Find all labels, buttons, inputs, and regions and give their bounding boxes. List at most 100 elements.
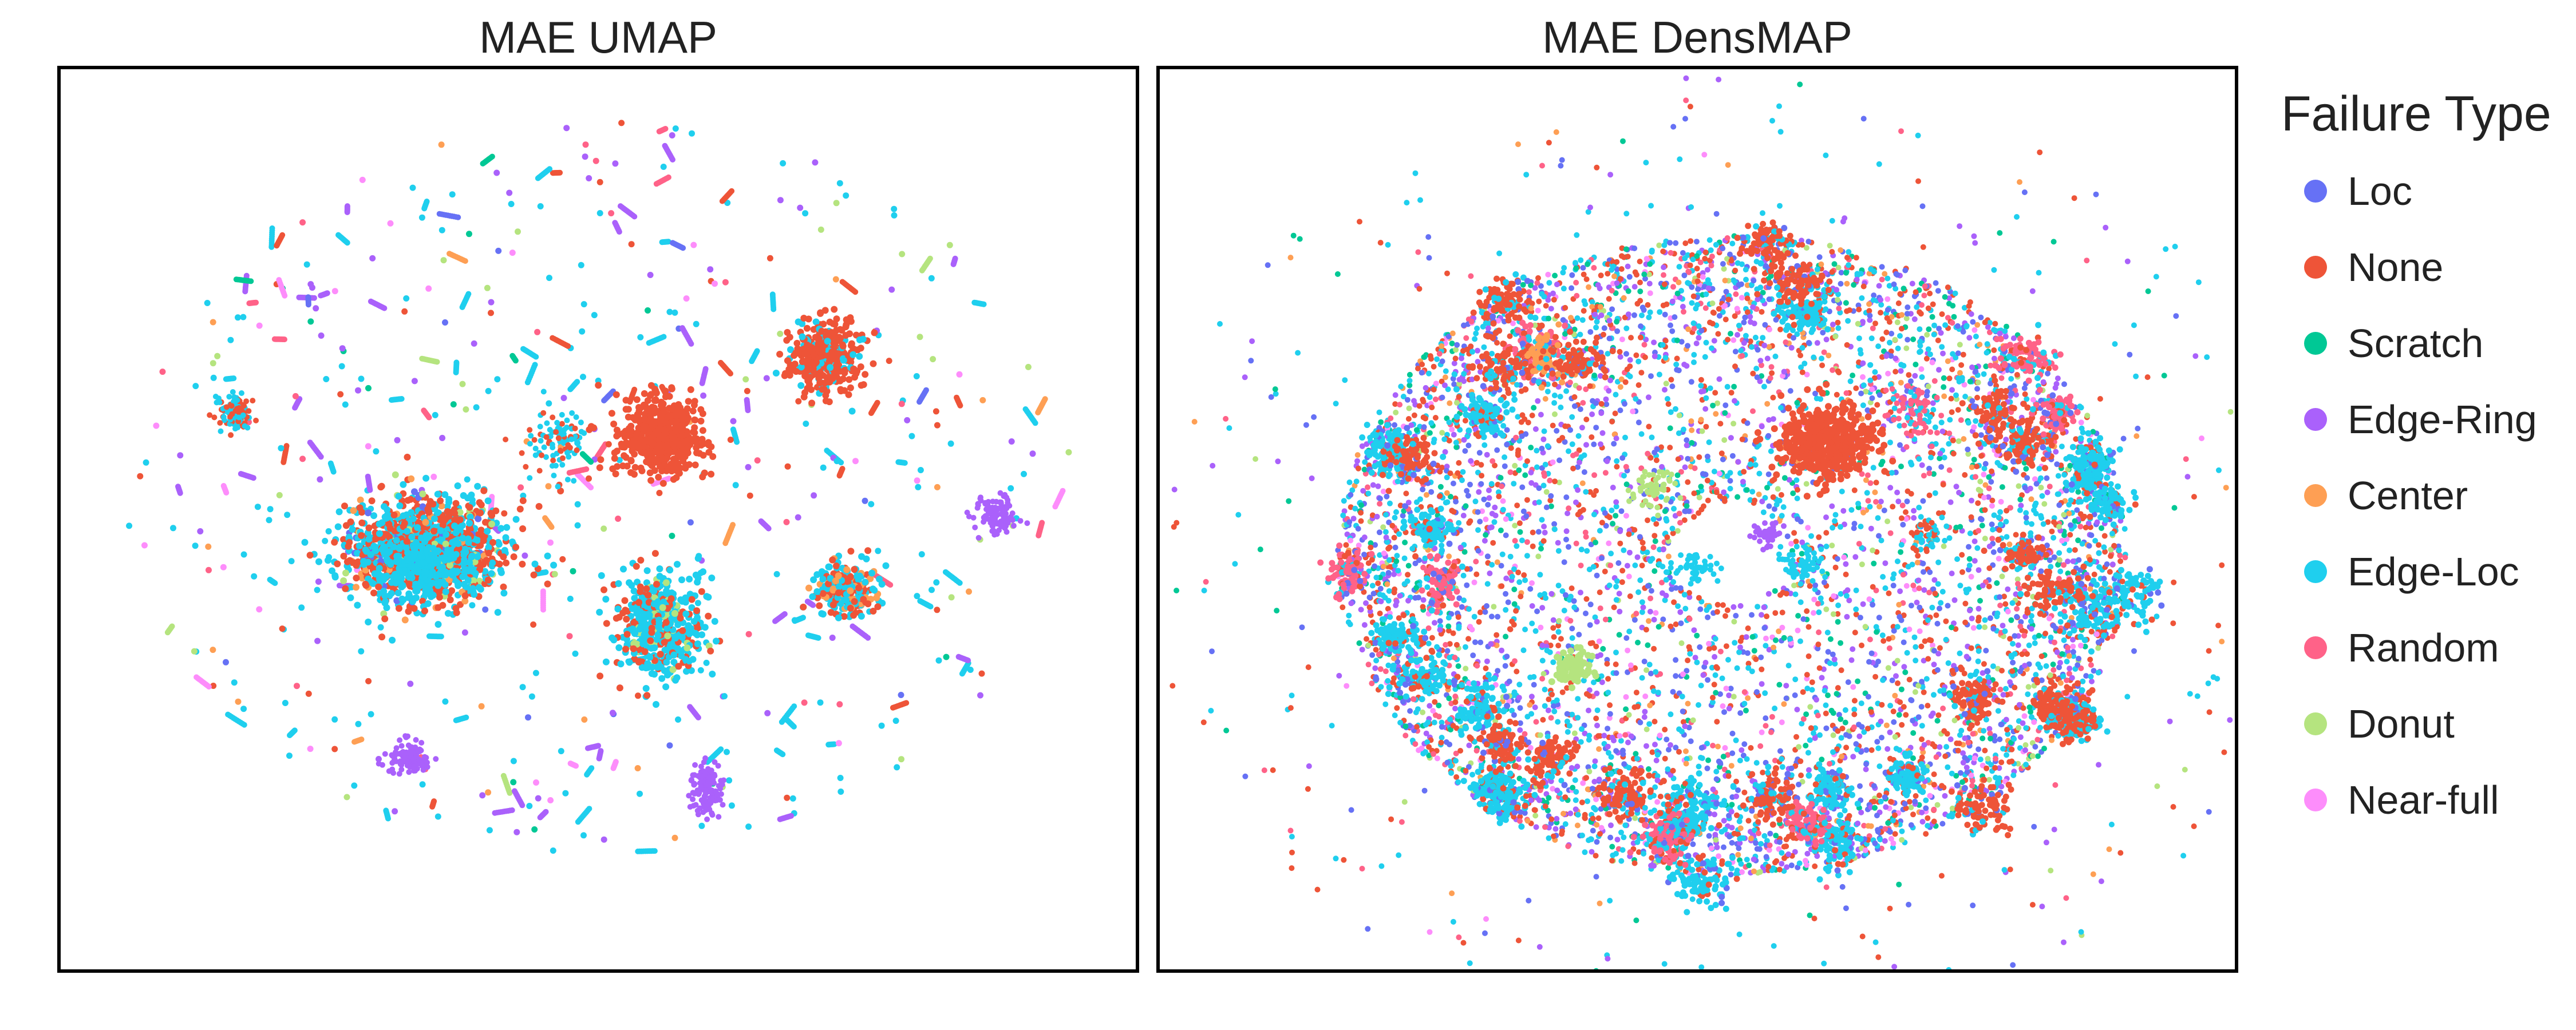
- scatter-point: [535, 175, 541, 181]
- scatter-point: [227, 336, 234, 343]
- cluster-point: [693, 444, 700, 451]
- scatter-point: [703, 659, 710, 666]
- cluster-point: [451, 510, 459, 517]
- cluster-point: [351, 559, 358, 566]
- scatter-point: [403, 295, 410, 302]
- cluster-point: [818, 610, 825, 617]
- scatter-point: [802, 210, 809, 217]
- scatter-point: [965, 657, 971, 664]
- cluster-point: [598, 572, 605, 579]
- cluster-point: [403, 538, 410, 545]
- cluster-point: [434, 621, 442, 628]
- cluster-point: [390, 543, 397, 550]
- cluster-point: [873, 594, 880, 601]
- scatter-point: [492, 810, 498, 816]
- scatter-point: [914, 593, 920, 600]
- cluster-point: [480, 561, 487, 568]
- scatter-point: [153, 422, 160, 429]
- scatter-point: [137, 473, 144, 480]
- scatter-point: [666, 742, 673, 749]
- scatter-point: [784, 463, 791, 470]
- cluster-point: [663, 659, 670, 666]
- scatter-point: [210, 647, 216, 653]
- scatter-point: [660, 164, 667, 170]
- cluster-point: [630, 619, 638, 627]
- cluster-point: [827, 575, 834, 582]
- cluster-point: [439, 521, 447, 529]
- cluster-point: [492, 507, 500, 514]
- cluster-point: [667, 465, 674, 473]
- scatter-point: [891, 212, 898, 219]
- cluster-point: [688, 596, 696, 603]
- scatter-point: [453, 370, 459, 375]
- scatter-point: [450, 401, 457, 408]
- scatter-point: [455, 214, 461, 220]
- cluster-point: [362, 546, 369, 553]
- cluster-point: [647, 418, 654, 426]
- cluster-point: [786, 334, 793, 341]
- scatter-point: [767, 255, 773, 262]
- cluster-point: [843, 566, 851, 573]
- scatter-point: [429, 803, 436, 810]
- cluster-point: [640, 618, 647, 625]
- cluster-point: [639, 426, 646, 433]
- cluster-point: [659, 604, 666, 611]
- scatter-point: [506, 189, 513, 196]
- cluster-point: [858, 612, 865, 620]
- cluster-point: [623, 631, 631, 638]
- cluster-point: [644, 660, 651, 667]
- cluster-point: [847, 318, 855, 325]
- scatter-point: [898, 756, 904, 763]
- scatter-point: [727, 437, 734, 443]
- scatter-point: [707, 266, 714, 273]
- cluster-point: [609, 634, 615, 641]
- scatter-point: [1032, 420, 1038, 426]
- scatter-point: [943, 653, 950, 660]
- scatter-point: [343, 794, 350, 801]
- cluster-point: [603, 620, 610, 627]
- scatter-point: [966, 588, 972, 595]
- cluster-point: [684, 445, 692, 452]
- cluster-point: [438, 502, 445, 510]
- scatter-point: [246, 300, 252, 306]
- cluster-point: [419, 490, 426, 498]
- cluster-point: [434, 558, 441, 566]
- scatter-point: [656, 128, 662, 134]
- scatter-point: [365, 385, 372, 391]
- scatter-point: [546, 400, 552, 407]
- scatter-point: [612, 160, 619, 167]
- cluster-point: [447, 596, 454, 604]
- cluster-point: [341, 502, 348, 510]
- scatter-point: [381, 305, 388, 311]
- cluster-point: [668, 385, 675, 393]
- cluster-point: [432, 573, 440, 580]
- cluster-point: [497, 566, 504, 574]
- cluster-point: [656, 573, 663, 580]
- cluster-point: [697, 417, 705, 425]
- scatter-point: [223, 490, 230, 496]
- cluster-point: [819, 346, 826, 354]
- cluster-point: [430, 552, 438, 559]
- cluster-point: [626, 659, 633, 666]
- scatter-point: [894, 764, 900, 771]
- cluster-point: [596, 464, 603, 472]
- cluster-point: [835, 589, 842, 596]
- scatter-point: [886, 358, 892, 365]
- cluster-point: [349, 526, 356, 533]
- cluster-point: [662, 387, 669, 395]
- scatter-point: [421, 205, 428, 212]
- scatter-point: [697, 667, 704, 674]
- cluster-point: [484, 528, 491, 535]
- cluster-point: [306, 552, 314, 559]
- scatter-point: [671, 309, 678, 316]
- scatter-point: [547, 539, 554, 546]
- cluster-point: [622, 645, 629, 653]
- cluster-point: [389, 636, 396, 644]
- scatter-point: [635, 692, 641, 699]
- cluster-point: [619, 443, 626, 450]
- cluster-point: [393, 597, 401, 604]
- cluster-point: [637, 588, 644, 595]
- cluster-point: [586, 426, 593, 433]
- scatter-point: [466, 231, 472, 237]
- cluster-point: [697, 406, 705, 413]
